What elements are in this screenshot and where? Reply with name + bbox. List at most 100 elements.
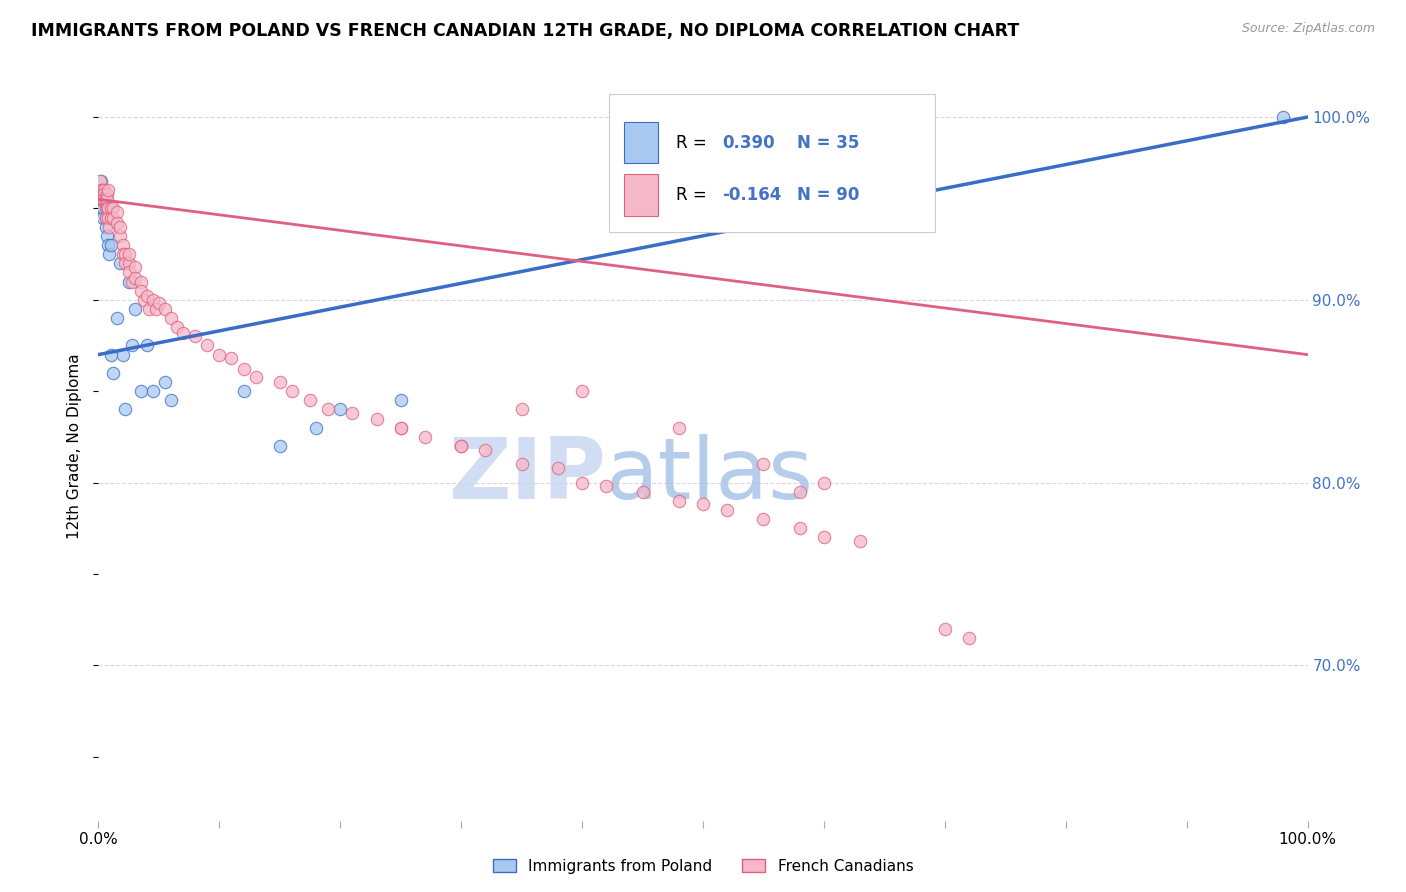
Point (93, 183, 115, 197)
Point (1272, 110, 1295, 124)
Point (221, 351, 243, 366)
Point (105, 311, 128, 326)
Point (172, 326, 194, 340)
Point (316, 402, 339, 417)
Point (91, 192, 114, 206)
Point (98, 247, 121, 261)
Point (142, 293, 165, 307)
Point (510, 457, 533, 471)
Point (93, 192, 115, 206)
Text: N = 35: N = 35 (797, 134, 859, 152)
Point (124, 260, 146, 274)
Point (96, 186, 118, 201)
Point (91, 186, 114, 201)
Point (668, 421, 690, 435)
Point (90, 183, 112, 197)
Point (195, 338, 218, 352)
Text: Source: ZipAtlas.com: Source: ZipAtlas.com (1241, 22, 1375, 36)
Point (108, 228, 131, 243)
Point (124, 301, 146, 316)
Point (94, 211, 117, 225)
Point (96, 202, 118, 216)
Point (100, 211, 122, 225)
Point (129, 284, 152, 298)
Text: N = 90: N = 90 (797, 186, 859, 204)
Point (91, 202, 114, 216)
Point (89, 192, 111, 206)
Point (752, 457, 775, 471)
Point (101, 366, 124, 380)
FancyBboxPatch shape (609, 94, 935, 233)
Text: R =: R = (676, 186, 713, 204)
Point (105, 205, 128, 219)
Point (94, 192, 117, 206)
Y-axis label: 12th Grade, No Diploma: 12th Grade, No Diploma (67, 353, 83, 539)
Text: atlas: atlas (606, 434, 814, 517)
Point (135, 338, 157, 352)
Point (813, 530, 835, 544)
Point (849, 534, 872, 549)
Point (474, 442, 496, 457)
Text: 0.390: 0.390 (723, 134, 775, 152)
Point (789, 484, 811, 499)
Text: -0.164: -0.164 (723, 186, 782, 204)
Point (105, 216, 128, 230)
Point (108, 256, 131, 270)
Point (510, 402, 533, 417)
Point (89, 183, 111, 197)
Point (547, 461, 569, 475)
Point (631, 484, 654, 499)
Point (692, 498, 714, 512)
Point (98, 219, 121, 234)
Point (124, 271, 146, 285)
Point (450, 439, 472, 453)
Point (121, 275, 143, 289)
Point (153, 375, 176, 389)
Point (101, 202, 124, 216)
Point (100, 238, 122, 252)
Legend: Immigrants from Poland, French Canadians: Immigrants from Poland, French Canadians (486, 853, 920, 880)
Point (108, 219, 131, 234)
Point (245, 369, 267, 384)
Point (93, 183, 115, 197)
Point (91, 192, 114, 206)
Point (595, 479, 617, 493)
Point (118, 265, 141, 279)
Point (97, 183, 120, 197)
Point (134, 293, 156, 307)
Point (752, 512, 775, 526)
Point (97, 202, 120, 216)
Point (145, 301, 167, 316)
Point (305, 421, 328, 435)
Point (269, 375, 291, 389)
Text: ZIP: ZIP (449, 434, 606, 517)
Point (100, 348, 122, 362)
Point (97, 211, 120, 225)
Point (389, 421, 412, 435)
Point (269, 439, 291, 453)
Point (934, 622, 956, 636)
Point (232, 384, 254, 399)
Point (342, 406, 364, 420)
Point (413, 430, 436, 444)
Point (366, 411, 388, 425)
Point (96, 192, 118, 206)
Point (111, 348, 134, 362)
Point (813, 475, 835, 490)
Point (97, 238, 120, 252)
Point (90, 192, 112, 206)
Point (129, 275, 152, 289)
Text: IMMIGRANTS FROM POLAND VS FRENCH CANADIAN 12TH GRADE, NO DIPLOMA CORRELATION CHA: IMMIGRANTS FROM POLAND VS FRENCH CANADIA… (31, 22, 1019, 40)
Point (96, 228, 118, 243)
Point (111, 247, 134, 261)
Point (184, 329, 207, 343)
Bar (624, 175, 658, 216)
Point (668, 493, 690, 508)
Point (94, 211, 117, 225)
Point (94, 202, 117, 216)
Point (148, 296, 170, 310)
Point (389, 421, 412, 435)
Point (94, 219, 117, 234)
Point (389, 393, 412, 408)
Point (957, 631, 980, 645)
